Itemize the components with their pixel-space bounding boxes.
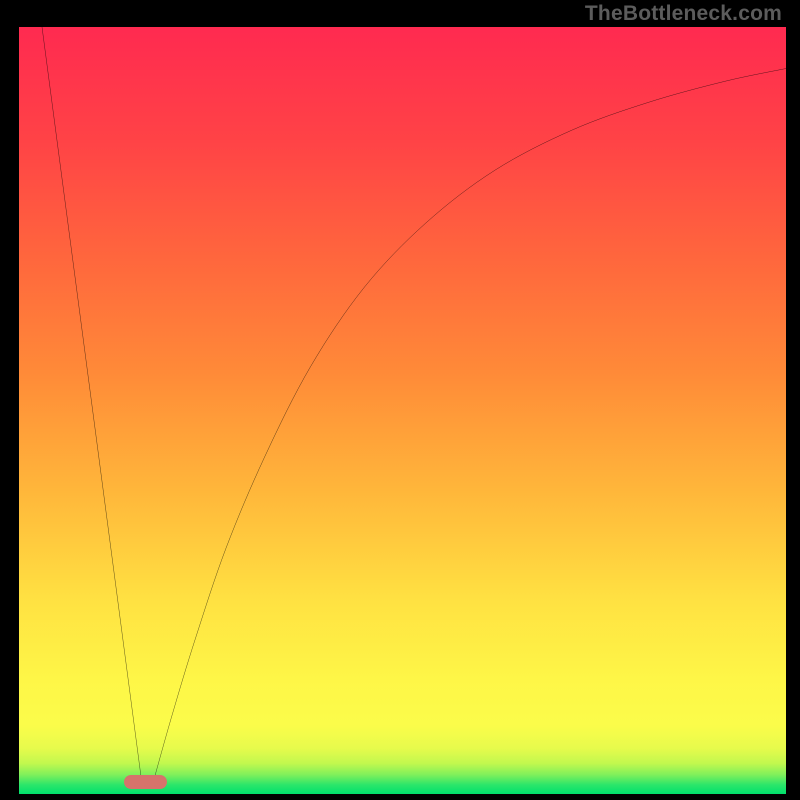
chart-outer: TheBottleneck.com: [0, 0, 800, 800]
watermark-text: TheBottleneck.com: [585, 2, 782, 26]
plot-area: [19, 27, 786, 782]
curve-layer: [19, 27, 786, 782]
bottleneck-marker: [124, 775, 166, 789]
